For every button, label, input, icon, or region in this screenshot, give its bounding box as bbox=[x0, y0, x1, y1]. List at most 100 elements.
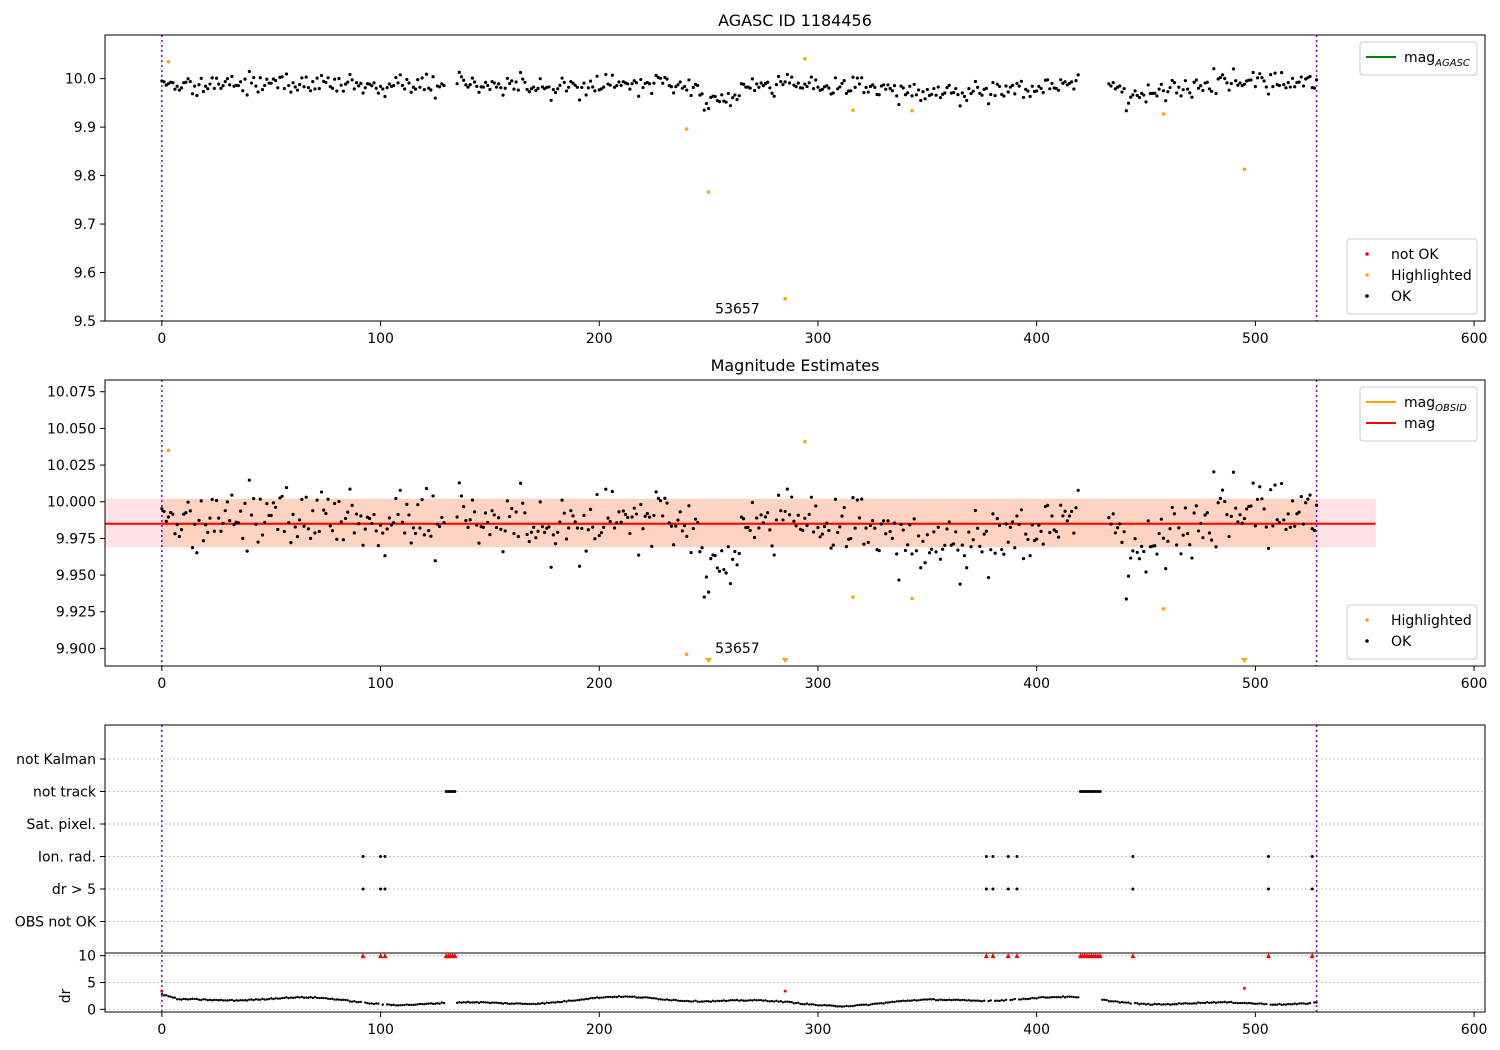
ok-point bbox=[256, 540, 260, 544]
ok-point bbox=[523, 80, 527, 84]
ok-point bbox=[206, 530, 210, 534]
dr-point bbox=[1201, 1001, 1205, 1004]
ok-point bbox=[776, 74, 781, 79]
ok-point bbox=[166, 515, 171, 519]
ok-point bbox=[326, 497, 330, 501]
ok-point bbox=[287, 521, 291, 525]
ok-point bbox=[993, 94, 997, 98]
dr-point bbox=[1063, 996, 1067, 999]
ok-point bbox=[1297, 80, 1301, 84]
dr-point bbox=[1072, 995, 1076, 999]
ok-point bbox=[1245, 507, 1249, 511]
ok-point bbox=[733, 93, 737, 97]
x-tick-label: 400 bbox=[1023, 1022, 1050, 1038]
dr-point bbox=[560, 1000, 564, 1004]
ok-point bbox=[976, 526, 980, 530]
dr-clipped-marker bbox=[1265, 953, 1271, 959]
ok-point bbox=[527, 90, 531, 94]
ok-point bbox=[886, 83, 890, 87]
dr-clipped-marker bbox=[990, 953, 996, 959]
dr-point bbox=[1042, 995, 1045, 999]
dr-point bbox=[853, 1004, 857, 1007]
ok-point bbox=[1111, 81, 1115, 85]
ok-point bbox=[731, 557, 735, 561]
ok-point bbox=[1004, 522, 1008, 526]
ok-point bbox=[785, 487, 789, 491]
ok-point bbox=[527, 539, 531, 544]
flag-marker bbox=[453, 790, 457, 793]
ok-point bbox=[910, 94, 914, 98]
ok-point bbox=[252, 497, 256, 501]
dr-clipped-marker bbox=[1097, 953, 1103, 959]
ok-point bbox=[643, 514, 647, 518]
dr-point bbox=[615, 995, 618, 999]
ok-point bbox=[1155, 94, 1159, 98]
ok-point bbox=[1229, 514, 1233, 519]
ok-point bbox=[179, 528, 184, 532]
dr-point bbox=[740, 999, 743, 1002]
ok-point bbox=[497, 516, 501, 520]
highlighted-point-below-axis bbox=[705, 658, 713, 663]
ok-point bbox=[639, 502, 643, 507]
flag-marker bbox=[1006, 855, 1010, 858]
dr-point bbox=[904, 999, 907, 1003]
ok-point bbox=[1140, 91, 1144, 95]
ok-point bbox=[770, 544, 774, 548]
ok-point bbox=[864, 85, 868, 89]
dr-point bbox=[580, 998, 583, 1001]
dr-point bbox=[891, 1000, 894, 1004]
ok-point bbox=[868, 84, 873, 89]
dr-point bbox=[241, 999, 244, 1002]
ok-point bbox=[173, 532, 177, 536]
dr-point bbox=[409, 1003, 413, 1007]
ok-point bbox=[217, 516, 221, 520]
ok-point bbox=[984, 529, 988, 533]
ok-point bbox=[658, 76, 663, 80]
ok-point bbox=[385, 527, 389, 531]
ok-point bbox=[1109, 84, 1113, 88]
ok-point bbox=[440, 515, 444, 520]
ok-point bbox=[1203, 513, 1207, 517]
ok-point bbox=[881, 83, 886, 87]
ok-point bbox=[809, 75, 814, 79]
dr-point bbox=[1066, 995, 1069, 998]
ok-point bbox=[1183, 506, 1187, 510]
ok-point bbox=[853, 85, 857, 89]
ok-point bbox=[455, 82, 459, 86]
ok-point bbox=[1225, 513, 1229, 517]
dr-point bbox=[420, 1002, 424, 1006]
dr-point bbox=[355, 1000, 358, 1004]
dr-point bbox=[1289, 1003, 1292, 1006]
ok-point bbox=[748, 528, 752, 533]
ok-point bbox=[540, 85, 545, 89]
ok-point bbox=[610, 73, 614, 77]
ok-point bbox=[507, 514, 512, 519]
dr-point bbox=[794, 1001, 798, 1005]
dr-point bbox=[1284, 1003, 1288, 1006]
ok-point bbox=[687, 504, 691, 508]
flag-marker bbox=[379, 855, 383, 858]
dr-point bbox=[779, 999, 782, 1003]
ok-point bbox=[615, 521, 619, 525]
dr-point bbox=[652, 997, 656, 1000]
ok-point bbox=[204, 523, 208, 527]
ok-point bbox=[1021, 95, 1026, 100]
ok-point bbox=[1249, 78, 1253, 82]
ok-point bbox=[663, 75, 667, 80]
flag-marker bbox=[1085, 790, 1089, 793]
highlighted-point bbox=[1242, 167, 1247, 172]
ok-point bbox=[514, 80, 518, 84]
ok-point bbox=[492, 513, 496, 517]
ok-point bbox=[560, 498, 564, 502]
ok-point bbox=[494, 85, 499, 89]
dr-point bbox=[296, 995, 299, 999]
ok-point bbox=[921, 90, 925, 94]
ok-point bbox=[186, 77, 190, 81]
ok-point bbox=[177, 88, 181, 92]
ok-point bbox=[696, 83, 700, 88]
dr-point bbox=[934, 998, 938, 1002]
dr-point bbox=[893, 1000, 896, 1004]
dr-point bbox=[466, 1000, 470, 1004]
ok-point bbox=[267, 81, 271, 85]
